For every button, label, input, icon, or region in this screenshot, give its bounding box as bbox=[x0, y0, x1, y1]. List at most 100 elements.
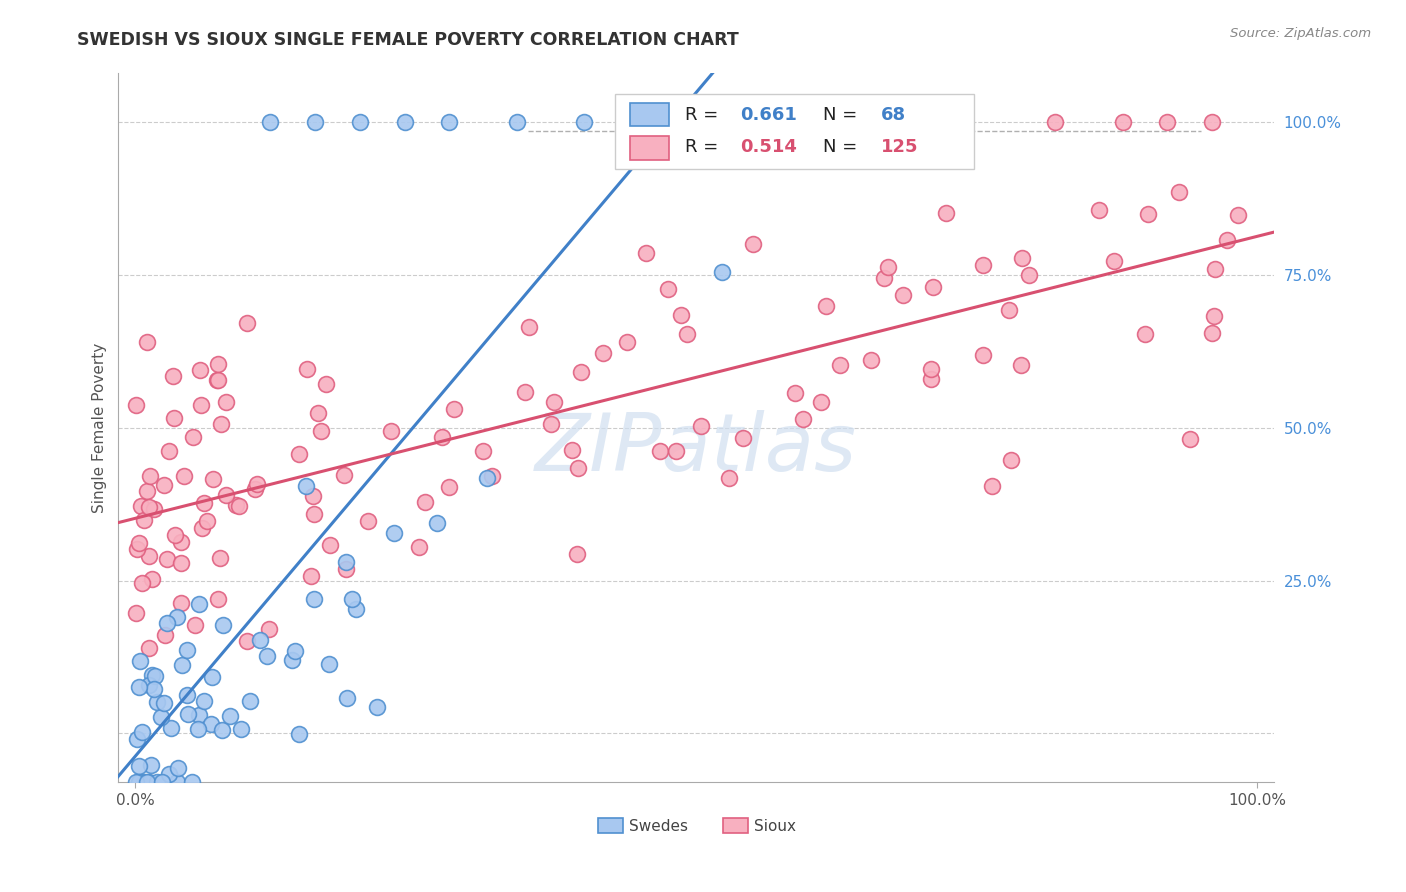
Point bbox=[1045, 115, 1067, 129]
Point bbox=[569, 365, 592, 379]
Point bbox=[156, 616, 179, 631]
Point bbox=[125, 731, 148, 746]
Point bbox=[561, 443, 583, 458]
Point bbox=[301, 489, 323, 503]
Point bbox=[785, 386, 807, 401]
Point bbox=[193, 694, 215, 708]
Point bbox=[201, 670, 224, 684]
Text: ZIPatlas: ZIPatlas bbox=[536, 410, 858, 488]
Point bbox=[426, 516, 449, 530]
Point bbox=[437, 480, 460, 494]
Point bbox=[439, 115, 461, 129]
Text: Sioux: Sioux bbox=[754, 819, 796, 834]
Point bbox=[394, 115, 416, 129]
Point bbox=[207, 357, 229, 371]
Point bbox=[138, 640, 160, 655]
Point bbox=[167, 761, 190, 775]
Point bbox=[201, 472, 224, 486]
Point bbox=[215, 488, 238, 502]
Point bbox=[1201, 115, 1223, 129]
Point bbox=[302, 591, 325, 606]
Point bbox=[128, 759, 150, 773]
Point bbox=[231, 722, 253, 736]
Text: R =: R = bbox=[685, 138, 724, 156]
Point bbox=[648, 443, 671, 458]
Point bbox=[125, 775, 148, 789]
Text: Source: ZipAtlas.com: Source: ZipAtlas.com bbox=[1230, 27, 1371, 40]
Point bbox=[477, 471, 499, 485]
Point bbox=[340, 592, 363, 607]
Point bbox=[690, 418, 713, 433]
Point bbox=[245, 482, 267, 496]
Y-axis label: Single Female Poverty: Single Female Poverty bbox=[93, 343, 107, 513]
Point bbox=[257, 623, 280, 637]
Point bbox=[143, 669, 166, 683]
Text: R =: R = bbox=[685, 106, 724, 124]
Point bbox=[153, 478, 176, 492]
Point bbox=[717, 471, 740, 485]
Point bbox=[1010, 358, 1032, 372]
Point bbox=[225, 498, 247, 512]
Point bbox=[443, 402, 465, 417]
Point bbox=[1087, 202, 1109, 217]
Point bbox=[1216, 233, 1239, 247]
Point bbox=[980, 479, 1002, 493]
Point bbox=[319, 538, 342, 552]
Point bbox=[481, 468, 503, 483]
Point bbox=[176, 643, 198, 657]
Point bbox=[187, 722, 209, 736]
Point bbox=[506, 115, 529, 129]
Point bbox=[935, 206, 957, 220]
Point bbox=[136, 483, 159, 498]
Point bbox=[309, 425, 332, 439]
Point bbox=[543, 394, 565, 409]
Point bbox=[209, 417, 232, 431]
Point bbox=[640, 115, 662, 129]
Point bbox=[127, 542, 149, 557]
Point bbox=[157, 767, 180, 781]
Point bbox=[1018, 268, 1040, 283]
Point bbox=[139, 468, 162, 483]
Point bbox=[228, 500, 250, 514]
Point bbox=[335, 556, 357, 570]
Point bbox=[304, 508, 326, 522]
Point bbox=[169, 535, 191, 549]
Point bbox=[218, 708, 240, 723]
Point bbox=[131, 576, 153, 591]
Point bbox=[183, 430, 205, 444]
Point bbox=[146, 775, 169, 789]
Point bbox=[830, 358, 852, 372]
Point bbox=[132, 513, 155, 527]
Point bbox=[150, 775, 173, 789]
Point bbox=[814, 299, 837, 313]
Point bbox=[205, 373, 228, 387]
Point bbox=[415, 495, 437, 509]
Point bbox=[1135, 327, 1157, 342]
Point bbox=[138, 549, 160, 563]
Point bbox=[211, 618, 233, 632]
Point bbox=[191, 521, 214, 535]
Point bbox=[156, 551, 179, 566]
Point bbox=[1180, 432, 1202, 446]
Point bbox=[408, 540, 430, 554]
Point bbox=[357, 514, 380, 528]
FancyBboxPatch shape bbox=[616, 95, 973, 169]
Point bbox=[165, 528, 187, 542]
Point bbox=[1226, 208, 1249, 222]
Point bbox=[540, 417, 562, 431]
Point bbox=[208, 550, 231, 565]
Point bbox=[1102, 254, 1125, 268]
Point bbox=[170, 596, 193, 610]
Point bbox=[288, 447, 311, 461]
Point bbox=[344, 602, 367, 616]
Point bbox=[430, 430, 453, 444]
Point bbox=[336, 690, 359, 705]
Point bbox=[124, 606, 146, 620]
Point bbox=[207, 373, 229, 387]
Point bbox=[920, 361, 942, 376]
Point bbox=[166, 775, 188, 789]
Point bbox=[132, 775, 155, 789]
Point bbox=[149, 710, 172, 724]
Point bbox=[1000, 453, 1022, 467]
Point bbox=[710, 265, 733, 279]
